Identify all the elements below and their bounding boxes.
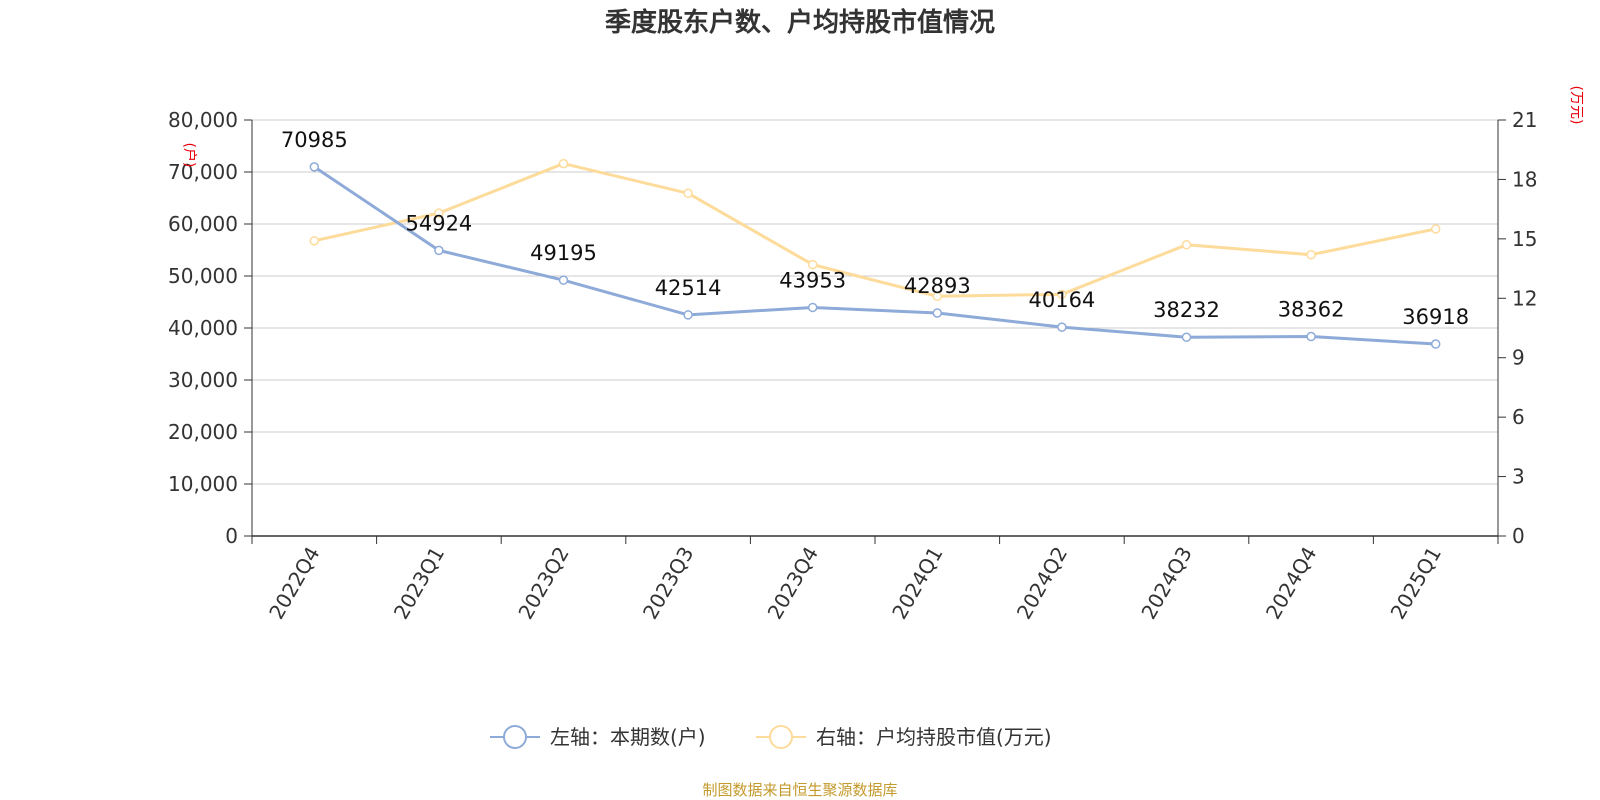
left-axis-unit: (户): [181, 143, 198, 168]
data-point[interactable]: [1430, 339, 1441, 349]
x-tick-label: 2024Q2: [1012, 543, 1072, 624]
right-axis-ticks: 0 3 6 9 12 15 18 21: [1498, 108, 1537, 548]
left-tick-label: 50,000: [168, 264, 238, 288]
legend-right-marker: [769, 725, 793, 749]
x-tick-label: 2024Q3: [1136, 543, 1196, 624]
data-point[interactable]: [932, 308, 943, 318]
legend-item-right[interactable]: 右轴：户均持股市值(万元): [756, 725, 1052, 749]
series-right: [309, 158, 1441, 302]
series-line: [313, 165, 1436, 346]
data-label: 42893: [904, 274, 971, 298]
data-point[interactable]: [1057, 289, 1067, 300]
right-tick-label: 12: [1512, 286, 1537, 310]
left-axis-ticks: 0 10,000 20,000 30,000 40,000 50,000 60,000 70,…: [168, 108, 252, 548]
data-point[interactable]: [558, 275, 569, 285]
data-point[interactable]: [309, 236, 320, 246]
data-label: 36918: [1402, 305, 1469, 329]
right-tick-label: 3: [1512, 465, 1525, 489]
data-point[interactable]: [683, 310, 693, 320]
data-label: 70985: [281, 128, 348, 152]
right-tick-label: 0: [1512, 524, 1525, 548]
data-point[interactable]: [434, 208, 444, 218]
left-tick-label: 40,000: [168, 316, 238, 340]
legend[interactable]: 左轴：本期数(户) 右轴：户均持股市值(万元): [490, 725, 1052, 749]
x-tick-label: 2024Q1: [887, 543, 947, 624]
data-point[interactable]: [1181, 240, 1192, 250]
legend-right-label: 右轴：户均持股市值(万元): [816, 725, 1052, 749]
x-tick-label: 2023Q4: [763, 543, 823, 624]
data-label: 38232: [1153, 298, 1220, 322]
data-point[interactable]: [1057, 322, 1067, 332]
x-tick-label: 2023Q3: [638, 543, 698, 624]
x-tick-label: 2025Q1: [1386, 543, 1446, 624]
right-tick-label: 6: [1512, 405, 1525, 429]
legend-left-marker: [503, 725, 527, 749]
right-tick-label: 21: [1512, 108, 1537, 132]
data-point[interactable]: [1306, 249, 1316, 260]
data-point[interactable]: [434, 245, 444, 256]
data-point[interactable]: [1306, 331, 1316, 342]
x-axis-ticks: 2022Q4 2023Q1 2023Q2 2023Q3 2023Q4 2024Q1 2024…: [251, 536, 1499, 624]
left-tick-label: 80,000: [168, 108, 238, 132]
right-tick-label: 18: [1512, 167, 1537, 191]
legend-left-label: 左轴：本期数(户): [550, 725, 706, 749]
right-tick-label: 9: [1512, 346, 1525, 370]
data-label: 43953: [779, 268, 846, 292]
left-tick-label: 10,000: [168, 472, 238, 496]
data-label: 40164: [1028, 288, 1095, 312]
data-label: 38362: [1278, 298, 1345, 322]
left-tick-label: 70,000: [168, 160, 238, 184]
series-left: [309, 162, 1441, 349]
data-labels: 70985 54924 49195 42514 43953 42893 40164 38232…: [281, 128, 1469, 329]
data-point[interactable]: [558, 158, 569, 169]
data-label: 42514: [655, 276, 722, 300]
left-tick-label: 0: [225, 524, 238, 548]
data-point[interactable]: [807, 259, 818, 270]
series-line: [313, 162, 1437, 298]
right-axis-unit: (万元): [1568, 86, 1584, 125]
x-tick-label: 2023Q1: [389, 543, 449, 624]
left-tick-label: 60,000: [168, 212, 238, 236]
left-tick-label: 30,000: [168, 368, 238, 392]
data-point[interactable]: [683, 188, 693, 199]
right-tick-label: 15: [1512, 227, 1537, 251]
left-tick-label: 20,000: [168, 420, 238, 444]
data-label: 49195: [530, 241, 597, 265]
x-tick-label: 2024Q4: [1261, 543, 1321, 624]
data-point[interactable]: [309, 162, 320, 172]
data-point[interactable]: [1181, 332, 1192, 342]
data-point[interactable]: [807, 302, 818, 313]
data-point[interactable]: [932, 291, 943, 302]
source-note: 制图数据来自恒生聚源数据库: [702, 781, 897, 799]
x-tick-label: 2022Q4: [264, 543, 324, 624]
data-label: 54924: [405, 211, 472, 235]
chart-title: 季度股东户数、户均持股市值情况: [605, 7, 995, 38]
legend-item-left[interactable]: 左轴：本期数(户): [490, 725, 706, 749]
x-tick-label: 2023Q2: [513, 543, 573, 624]
data-point[interactable]: [1430, 224, 1441, 234]
grid-lines: [252, 119, 1498, 485]
